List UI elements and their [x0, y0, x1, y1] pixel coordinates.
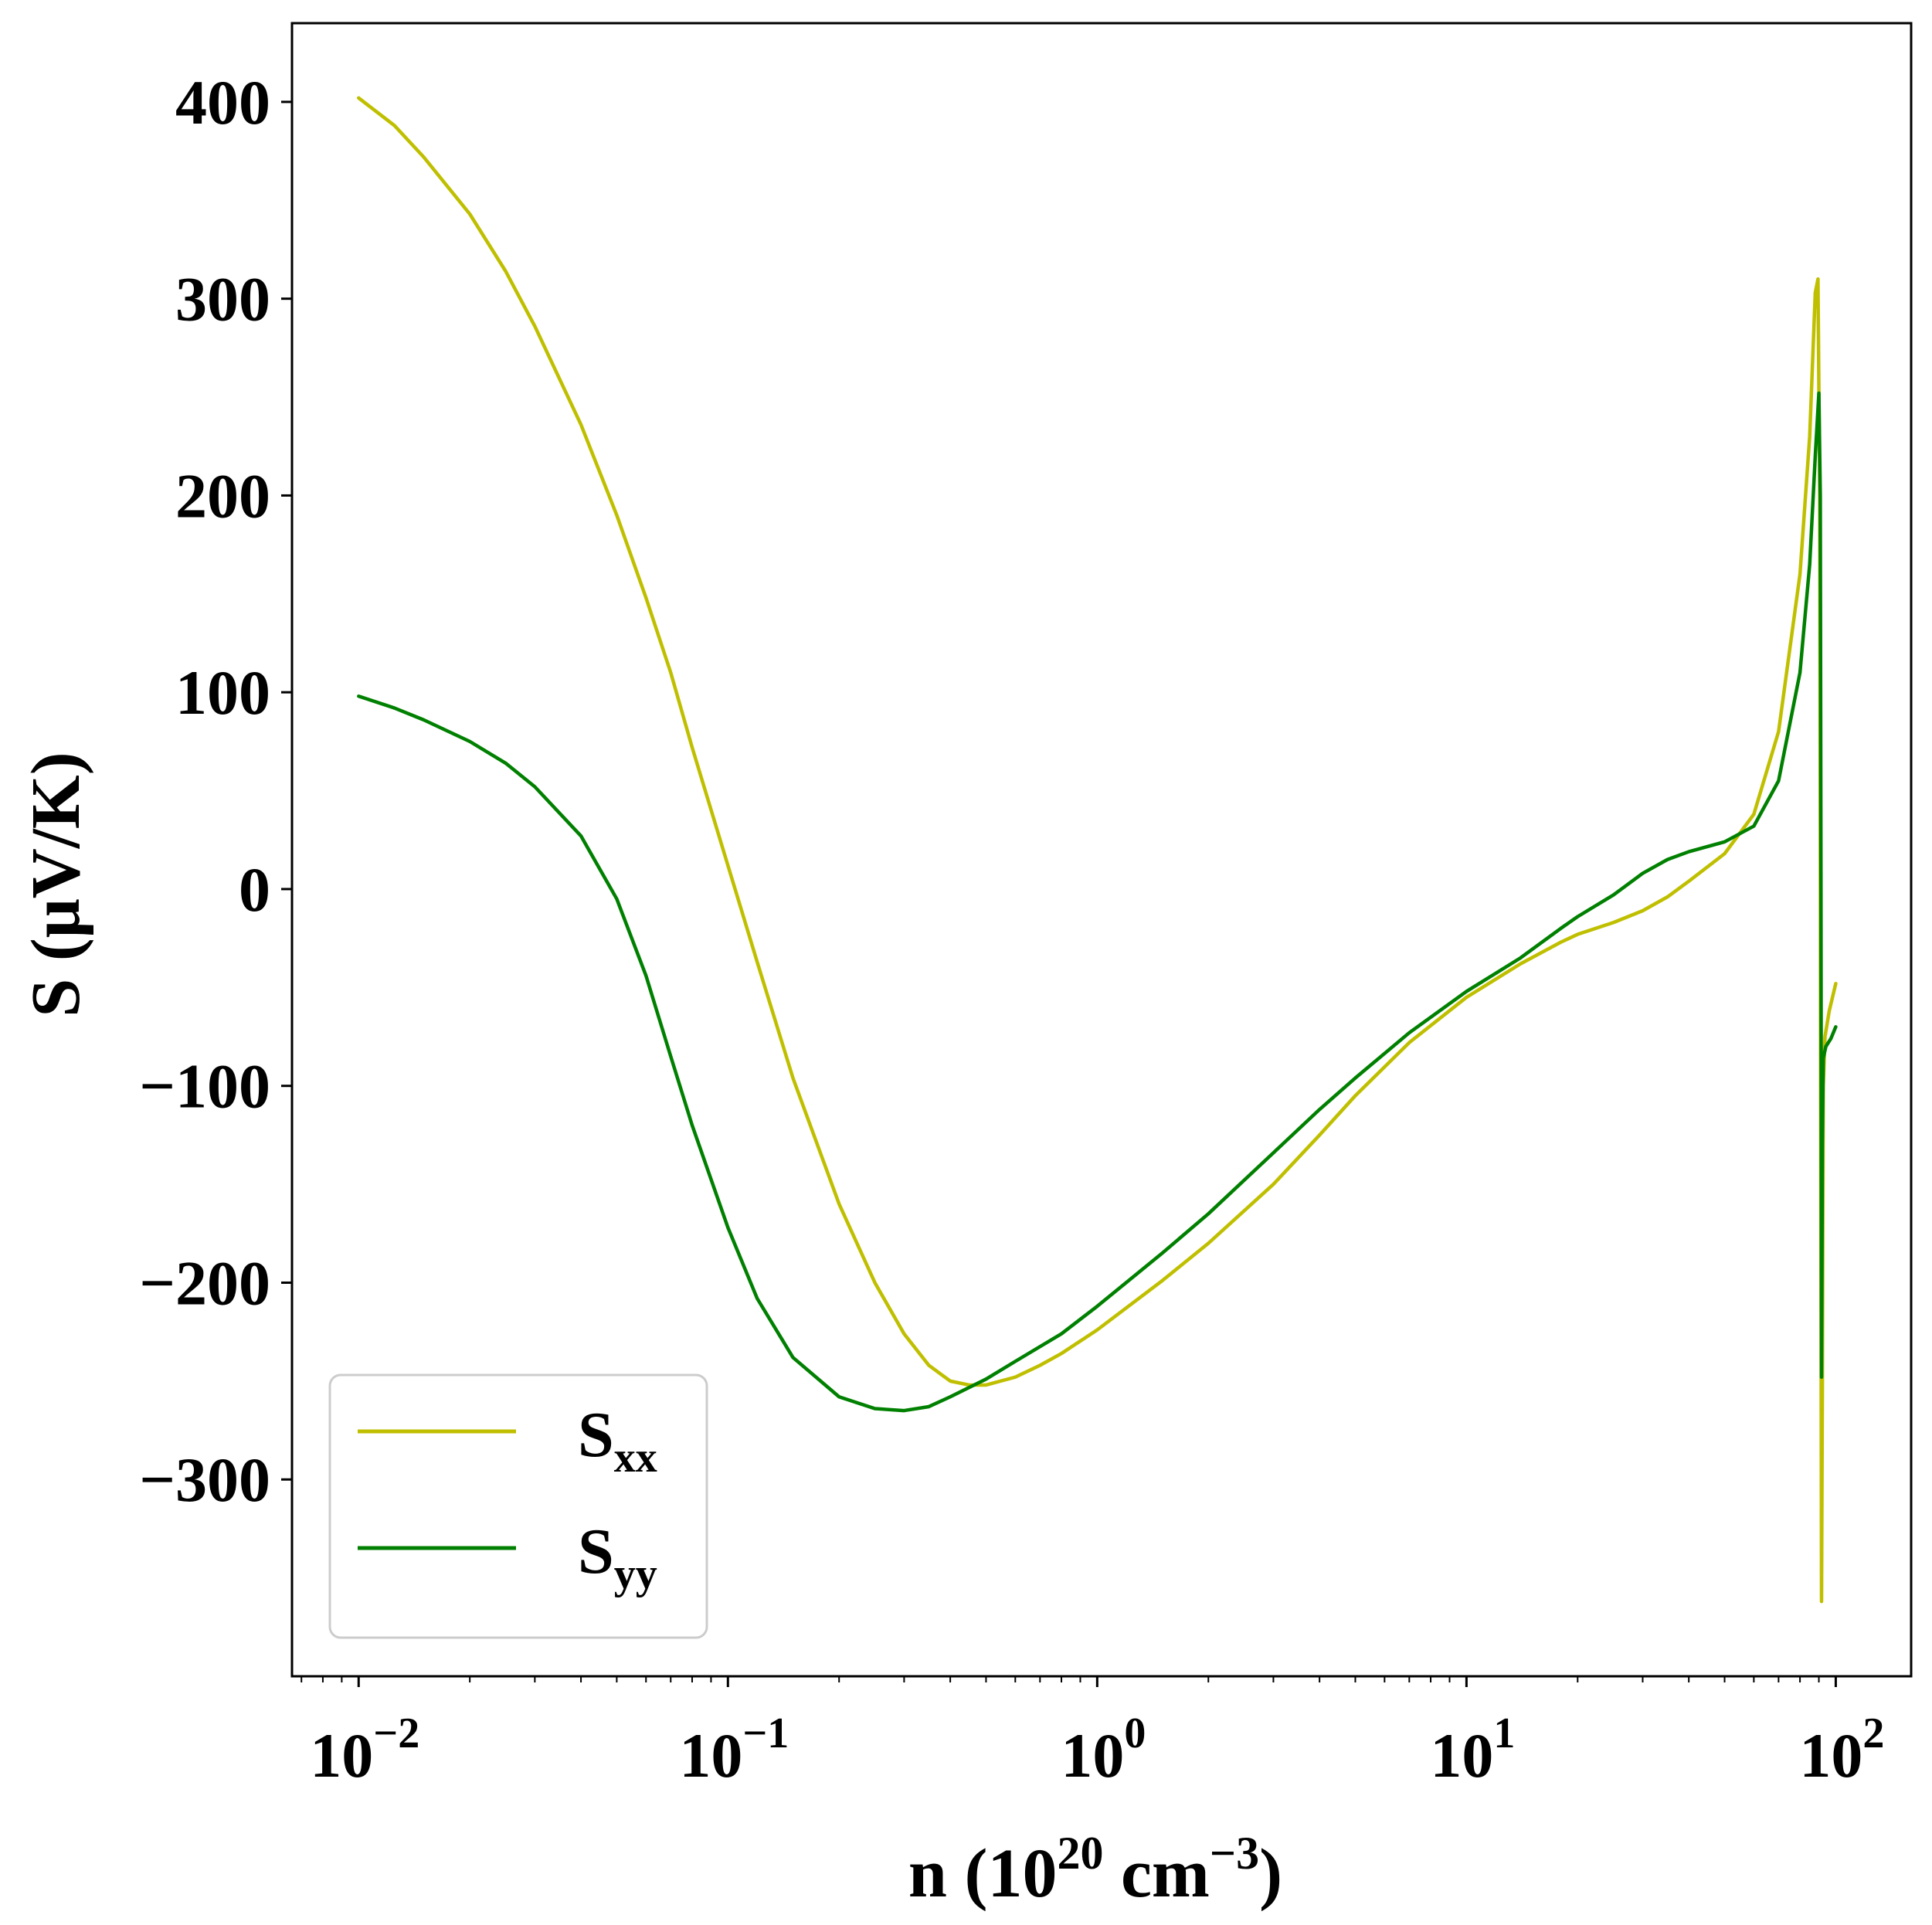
y-tick-label: 300 [175, 264, 270, 334]
x-axis-label-pre: n (10 [908, 1835, 1058, 1912]
x-tick-label-exponent: −2 [373, 1709, 419, 1757]
x-tick-label: 10−2 [310, 1709, 419, 1791]
legend-label-sxx-sub: xx [614, 1434, 657, 1482]
y-tick-label: −100 [139, 1051, 270, 1122]
series-layer [357, 96, 1838, 1604]
y-tick-label: −300 [139, 1445, 270, 1515]
x-axis-label-sup1: 20 [1057, 1828, 1103, 1879]
x-axis-label-post: ) [1259, 1835, 1282, 1912]
y-tick-label: 0 [239, 854, 270, 925]
legend-label-sxx: Sxx [578, 1399, 657, 1482]
series-line-syy [357, 391, 1838, 1413]
x-tick-label: 100 [1061, 1709, 1146, 1791]
x-tick-label-base: 10 [310, 1720, 373, 1791]
legend: Sxx Syy [328, 1373, 708, 1639]
y-tick-label: 400 [175, 67, 270, 138]
x-tick-label-base: 10 [679, 1720, 742, 1791]
y-tick-label: −200 [139, 1248, 270, 1318]
x-tick-label-exponent: 0 [1124, 1709, 1146, 1757]
x-tick-label-exponent: 1 [1493, 1709, 1515, 1757]
x-axis-label: n (1020 cm−3) [908, 1828, 1282, 1912]
y-tick-label: 100 [175, 657, 270, 728]
x-tick-label-exponent: 2 [1862, 1709, 1884, 1757]
x-tick-label: 101 [1430, 1709, 1515, 1791]
x-tick-label: 10−1 [679, 1709, 789, 1791]
x-axis-label-mid: cm [1103, 1835, 1209, 1912]
x-tick-label-exponent: −1 [742, 1709, 789, 1757]
series-line-sxx [357, 96, 1838, 1604]
y-axis-label: S (μV/K) [18, 752, 94, 1017]
x-tick-label-base: 10 [1430, 1720, 1493, 1791]
legend-label-syy: Syy [578, 1516, 657, 1598]
plot-area-frame [290, 22, 1913, 1678]
x-tick-label: 102 [1799, 1709, 1884, 1791]
legend-label-syy-base: S [578, 1516, 614, 1587]
x-tick-label-base: 10 [1799, 1720, 1862, 1791]
x-tick-label-base: 10 [1061, 1720, 1124, 1791]
legend-label-syy-sub: yy [614, 1550, 657, 1598]
y-tick-label: 200 [175, 460, 270, 531]
x-axis-label-sup2: −3 [1210, 1828, 1259, 1879]
legend-frame [328, 1373, 708, 1639]
legend-label-sxx-base: S [578, 1399, 614, 1471]
